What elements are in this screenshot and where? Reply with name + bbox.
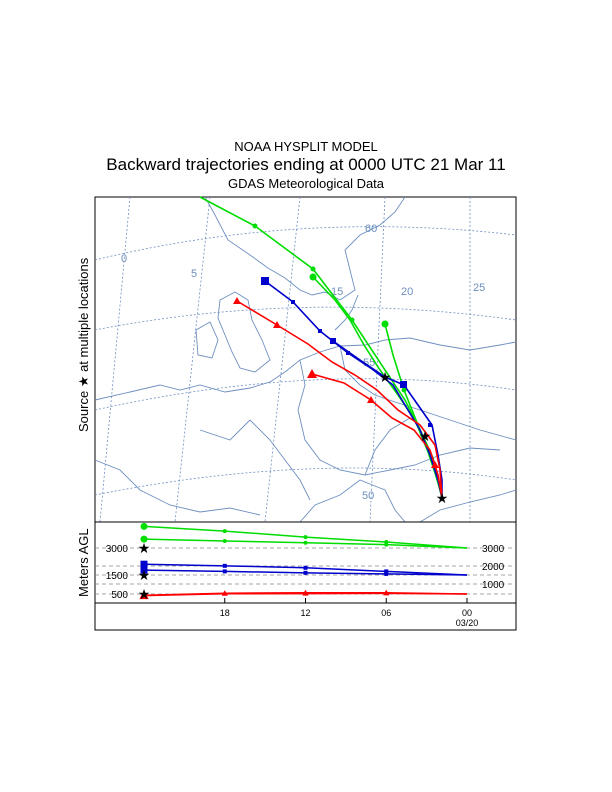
map-traj-blue-1 <box>264 280 443 499</box>
height-left-tick: 500 <box>111 590 128 601</box>
height-marker <box>222 569 227 574</box>
height-marker <box>303 570 308 575</box>
height-marker <box>140 566 148 574</box>
time-tick-label: 18 <box>220 608 230 618</box>
grid-label-lon-20: 20 <box>401 286 413 298</box>
height-series-lines: ★ ★ ★ <box>138 522 468 602</box>
height-marker <box>222 529 227 534</box>
map-marker <box>349 317 355 323</box>
time-tick-label: 00 <box>462 608 472 618</box>
map-marker <box>330 338 336 344</box>
map-marker <box>273 321 281 328</box>
height-axis-label: Meters AGL <box>76 528 91 597</box>
map-graticule <box>94 196 517 523</box>
map-marker <box>318 329 322 333</box>
height-marker <box>303 565 308 570</box>
map-marker <box>252 223 258 229</box>
map-marker <box>400 381 407 388</box>
height-panel-frame <box>94 521 517 631</box>
title-met-data: GDAS Meteorological Data <box>227 176 385 191</box>
source-star-icon: ★ <box>436 490 449 506</box>
grid-label-lon-5: 5 <box>191 268 197 280</box>
height-left-tick: 3000 <box>106 544 129 555</box>
height-right-tick: 2000 <box>482 562 505 573</box>
time-tick-label: 12 <box>300 608 310 618</box>
height-marker <box>140 535 148 543</box>
height-right-tick: 3000 <box>482 544 505 555</box>
start-star-icon: ★ <box>138 586 151 602</box>
map-traj-blue-2 <box>332 340 443 498</box>
height-marker <box>222 538 227 543</box>
map-trajectories <box>199 196 443 499</box>
grid-label-lat-60: 60 <box>365 223 377 235</box>
start-star-icon: ★ <box>138 540 151 556</box>
map-marker <box>310 266 316 272</box>
grid-label-lon-0: 0 <box>121 253 127 265</box>
map-marker <box>381 320 389 328</box>
height-marker <box>384 542 389 547</box>
map-marker <box>307 369 317 378</box>
title-model: NOAA HYSPLIT MODEL <box>234 139 378 154</box>
map-coastlines <box>94 196 517 523</box>
map-marker <box>367 396 375 403</box>
height-marker <box>384 569 389 574</box>
height-marker <box>303 535 308 540</box>
map-traj-green-3 <box>384 323 443 499</box>
map-marker <box>309 273 317 281</box>
map-marker <box>261 277 269 285</box>
map-marker <box>346 351 350 355</box>
map-traj-red-2 <box>311 373 443 499</box>
grid-label-lon-15: 15 <box>331 286 343 298</box>
height-marker <box>139 591 149 600</box>
map-marker <box>291 300 295 304</box>
source-star-icon: ★ <box>419 428 432 444</box>
source-star-icon: ★ <box>379 369 392 385</box>
map-marker <box>401 387 407 393</box>
height-marker <box>222 563 227 568</box>
height-marker <box>221 590 228 596</box>
map-frame <box>94 196 517 523</box>
height-marker <box>302 590 309 596</box>
height-marker <box>303 540 308 545</box>
grid-label-lon-25: 25 <box>473 282 485 294</box>
time-tick-label: 06 <box>381 608 391 618</box>
map-marker <box>233 297 241 304</box>
title-main: Backward trajectories ending at 0000 UTC… <box>106 155 506 174</box>
height-marker <box>383 590 390 596</box>
map-traj-red-1 <box>236 300 443 499</box>
height-left-tick: 1500 <box>106 571 129 582</box>
map-markers: ★ ★ ★ <box>233 223 449 506</box>
map-axis-label: Source ★ at multiple locations <box>76 257 91 432</box>
height-right-tick: 1000 <box>482 580 505 591</box>
height-marker <box>140 522 148 530</box>
time-tick-date: 03/20 <box>456 618 479 628</box>
height-marker <box>140 560 148 568</box>
map-marker <box>431 461 439 468</box>
start-star-icon: ★ <box>138 567 151 583</box>
height-marker <box>384 571 389 576</box>
grid-label-lat-50: 50 <box>362 490 374 502</box>
map-marker <box>428 423 432 427</box>
map-traj-green-1 <box>199 196 443 499</box>
